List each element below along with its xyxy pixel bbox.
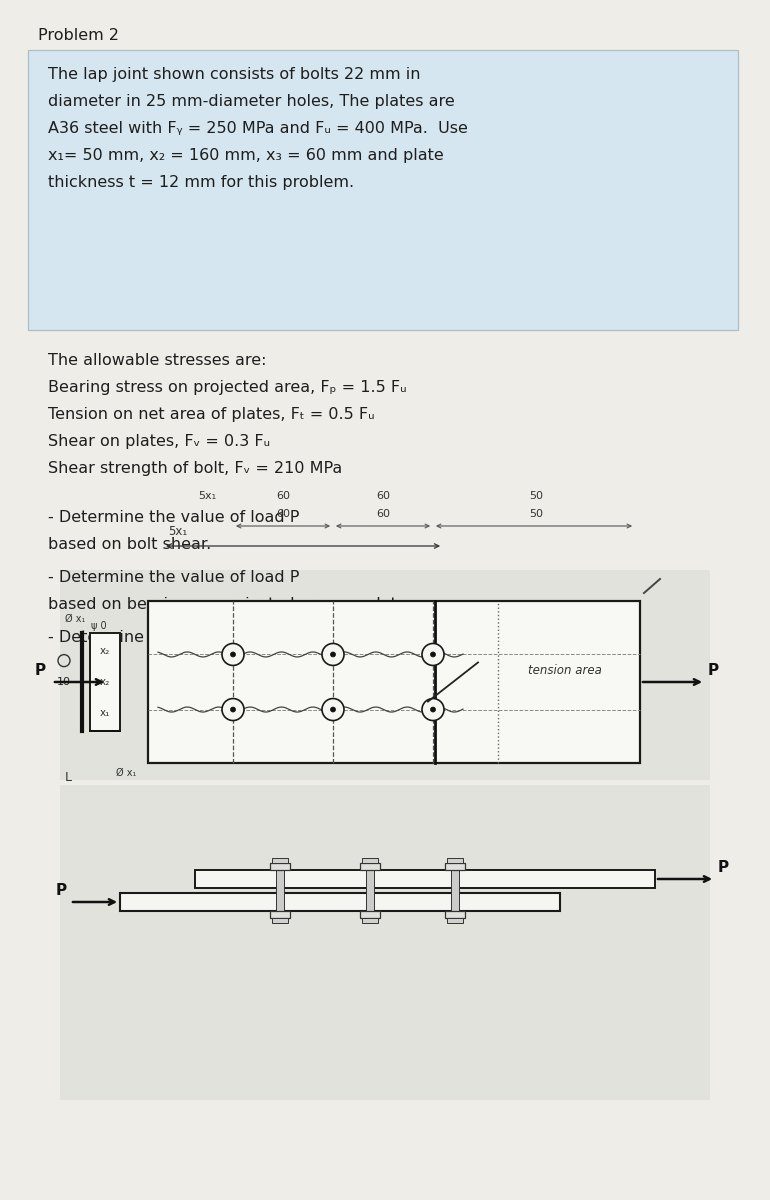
Bar [60, 570, 710, 780]
Text: - Determine the value of load P: - Determine the value of load P [48, 510, 300, 526]
Bar [270, 911, 290, 918]
Text: P: P [708, 662, 719, 678]
Text: 50: 50 [530, 509, 544, 518]
Text: P: P [718, 860, 729, 875]
Text: Shear strength of bolt, Fᵥ = 210 MPa: Shear strength of bolt, Fᵥ = 210 MPa [48, 461, 342, 476]
Text: x₂: x₂ [100, 646, 110, 656]
Bar [195, 870, 655, 888]
Bar [445, 863, 465, 870]
Text: x₁: x₁ [100, 708, 110, 718]
Text: A36 steel with Fᵧ = 250 MPa and Fᵤ = 400 MPa.  Use: A36 steel with Fᵧ = 250 MPa and Fᵤ = 400… [48, 121, 468, 136]
Circle shape [230, 707, 236, 712]
Bar [362, 858, 378, 863]
Text: Bearing stress on projected area, Fₚ = 1.5 Fᵤ: Bearing stress on projected area, Fₚ = 1… [48, 380, 407, 395]
Circle shape [222, 698, 244, 720]
Text: The lap joint shown consists of bolts 22 mm in: The lap joint shown consists of bolts 22… [48, 67, 420, 82]
Bar [28, 50, 738, 330]
Bar [360, 911, 380, 918]
Bar [148, 601, 640, 763]
Text: Problem 2: Problem 2 [38, 28, 119, 43]
Bar [360, 863, 380, 870]
Text: L: L [65, 770, 72, 784]
Circle shape [322, 698, 344, 720]
Bar [362, 918, 378, 923]
Text: 5x₁: 5x₁ [198, 491, 216, 502]
Text: based on bearing on projected area on plate.: based on bearing on projected area on pl… [48, 596, 412, 612]
Text: 50: 50 [530, 491, 544, 502]
Text: thickness t = 12 mm for this problem.: thickness t = 12 mm for this problem. [48, 175, 354, 190]
Circle shape [222, 643, 244, 666]
Text: Shear on plates, Fᵥ = 0.3 Fᵤ: Shear on plates, Fᵥ = 0.3 Fᵤ [48, 434, 270, 449]
Circle shape [422, 643, 444, 666]
Bar [270, 863, 290, 870]
Text: Ø x₁: Ø x₁ [65, 613, 85, 624]
Bar [451, 870, 459, 911]
Text: Ø x₁: Ø x₁ [116, 768, 136, 778]
Text: P: P [56, 883, 67, 898]
Bar [90, 634, 120, 731]
Text: ψ 0: ψ 0 [91, 622, 106, 631]
Circle shape [230, 652, 236, 656]
Bar [60, 785, 710, 1100]
Text: - Determine the value of load P: - Determine the value of load P [48, 570, 300, 584]
Bar [447, 858, 463, 863]
Bar [447, 918, 463, 923]
Bar [366, 870, 374, 911]
Text: P: P [35, 662, 46, 678]
Text: 60: 60 [276, 491, 290, 502]
Text: 60: 60 [376, 509, 390, 518]
Text: based on bolt shear.: based on bolt shear. [48, 538, 211, 552]
Circle shape [430, 652, 436, 656]
Circle shape [330, 707, 336, 712]
Bar [272, 858, 288, 863]
Text: - Determine the value of load P based on block shear.: - Determine the value of load P based on… [48, 630, 480, 646]
Text: Tension on net area of plates, Fₜ = 0.5 Fᵤ: Tension on net area of plates, Fₜ = 0.5 … [48, 407, 375, 422]
Bar [445, 911, 465, 918]
Text: The allowable stresses are:: The allowable stresses are: [48, 353, 266, 368]
Circle shape [430, 707, 436, 712]
Text: tension area: tension area [528, 664, 602, 677]
Text: diameter in 25 mm-diameter holes, The plates are: diameter in 25 mm-diameter holes, The pl… [48, 94, 455, 109]
Text: 60: 60 [376, 491, 390, 502]
Circle shape [330, 652, 336, 656]
Bar [276, 870, 284, 911]
Bar [120, 893, 560, 911]
Text: 5x₁: 5x₁ [168, 526, 187, 538]
Text: 60: 60 [276, 509, 290, 518]
Bar [272, 918, 288, 923]
Text: 10: 10 [57, 677, 71, 686]
Circle shape [322, 643, 344, 666]
Circle shape [422, 698, 444, 720]
Text: x₂: x₂ [100, 677, 110, 686]
Text: x₁= 50 mm, x₂ = 160 mm, x₃ = 60 mm and plate: x₁= 50 mm, x₂ = 160 mm, x₃ = 60 mm and p… [48, 148, 444, 163]
